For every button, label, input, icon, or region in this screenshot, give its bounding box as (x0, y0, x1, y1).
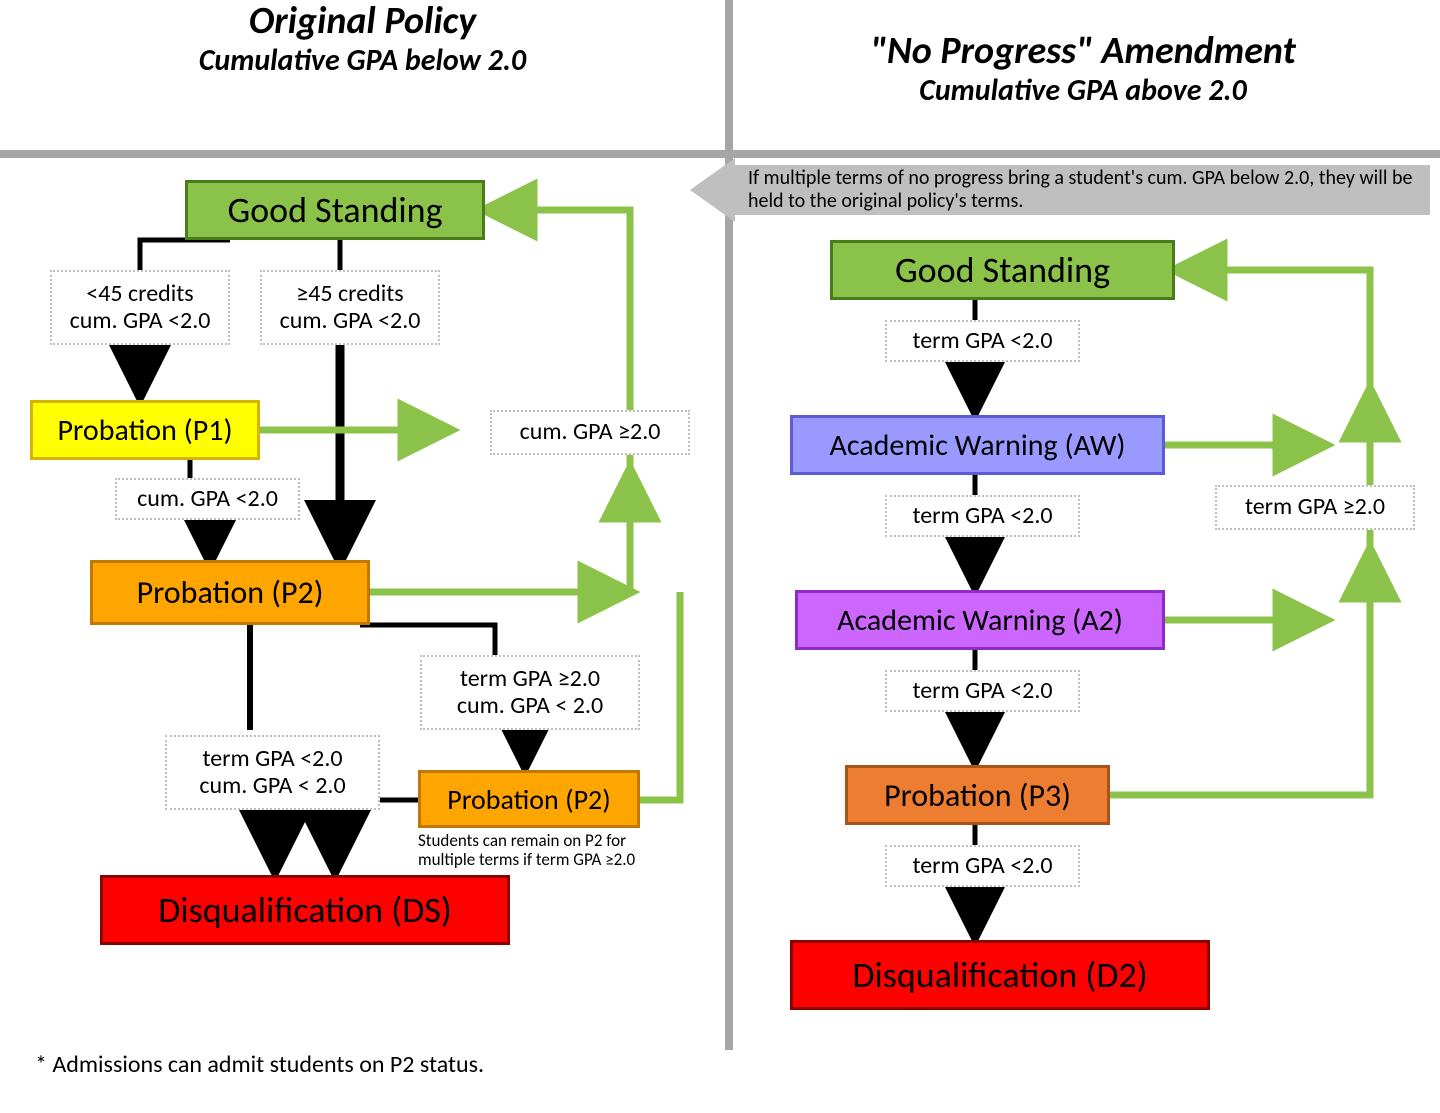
left-title: Original Policy Cumulative GPA below 2.0 (0, 0, 725, 78)
right-aw-label: Academic Warning (AW) (829, 427, 1125, 464)
right-good-label: Good Standing (895, 248, 1110, 292)
left-p2: Probation (P2) (90, 560, 370, 625)
left-p2b: Probation (P2) (418, 770, 640, 828)
left-title-line2: Cumulative GPA below 2.0 (0, 44, 725, 79)
right-d2-label: Disqualification (D2) (852, 953, 1147, 997)
cond-term-ge: term GPA ≥2.0 cum. GPA < 2.0 (420, 655, 640, 730)
cond-lt45: <45 credits cum. GPA <2.0 (50, 270, 230, 345)
left-p2-label: Probation (P2) (137, 573, 324, 612)
diagram-stage: Original Policy Cumulative GPA below 2.0… (0, 0, 1440, 1113)
right-aw: Academic Warning (AW) (790, 415, 1165, 475)
left-p2b-label: Probation (P2) (447, 782, 610, 817)
left-p1-label: Probation (P1) (57, 412, 232, 449)
left-good-standing: Good Standing (185, 180, 485, 240)
right-d2: Disqualification (D2) (790, 940, 1210, 1010)
right-c4: term GPA <2.0 (885, 845, 1080, 887)
right-c3: term GPA <2.0 (885, 670, 1080, 712)
right-a2-label: Academic Warning (A2) (837, 602, 1123, 639)
right-p3-label: Probation (P3) (884, 776, 1071, 815)
cond-ge45: ≥45 credits cum. GPA <2.0 (260, 270, 440, 345)
cond-term-lt: term GPA <2.0 cum. GPA < 2.0 (165, 735, 380, 810)
right-title: "No Progress" Amendment Cumulative GPA a… (733, 30, 1433, 108)
right-c1: term GPA <2.0 (885, 320, 1080, 362)
right-title-line1: "No Progress" Amendment (733, 30, 1433, 74)
right-c2: term GPA <2.0 (885, 495, 1080, 537)
banner-text: If multiple terms of no progress bring a… (748, 167, 1418, 213)
p2b-note: Students can remain on P2 for multiple t… (418, 832, 678, 869)
left-ds-label: Disqualification (DS) (158, 888, 452, 932)
left-p1: Probation (P1) (30, 400, 260, 460)
left-good-label: Good Standing (227, 188, 442, 232)
cond-ge20: cum. GPA ≥2.0 (490, 410, 690, 455)
right-a2: Academic Warning (A2) (795, 590, 1165, 650)
right-cge: term GPA ≥2.0 (1215, 485, 1415, 530)
right-title-line2: Cumulative GPA above 2.0 (733, 74, 1433, 109)
left-title-line1: Original Policy (0, 0, 725, 44)
left-ds: Disqualification (DS) (100, 875, 510, 945)
right-p3: Probation (P3) (845, 765, 1110, 825)
right-good-standing: Good Standing (830, 240, 1175, 300)
footnote: * Admissions can admit students on P2 st… (35, 1050, 484, 1079)
cond-p1p2: cum. GPA <2.0 (115, 478, 300, 520)
